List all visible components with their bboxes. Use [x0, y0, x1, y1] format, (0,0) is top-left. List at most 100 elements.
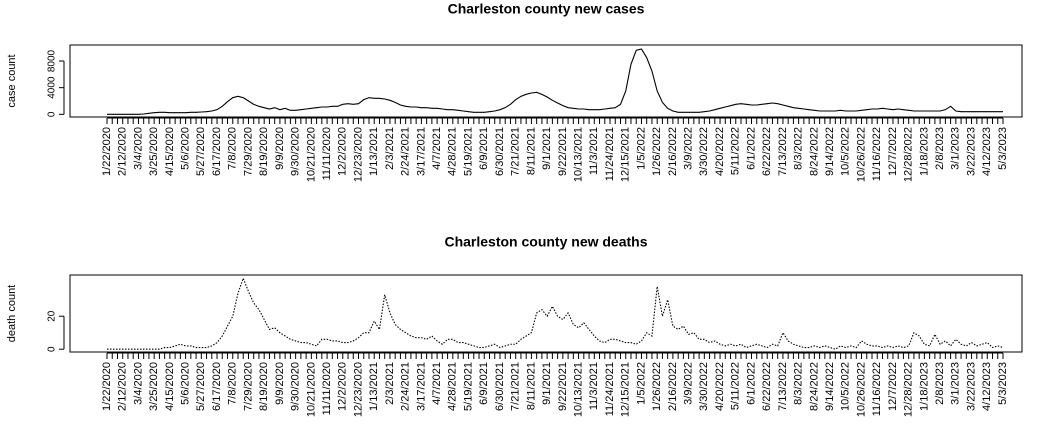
x-tick-label: 10/5/2022 [840, 362, 852, 411]
x-tick-label: 12/23/2020 [352, 127, 364, 182]
x-tick-label: 4/12/2023 [981, 127, 993, 176]
x-tick-label: 1/18/2023 [918, 127, 930, 176]
x-tick-label: 11/3/2021 [588, 362, 600, 410]
x-tick-label: 6/1/2022 [745, 362, 757, 405]
x-tick-label: 5/11/2022 [730, 127, 742, 175]
x-tick-label: 10/21/2020 [305, 362, 317, 417]
x-tick-label: 3/4/2020 [132, 362, 144, 405]
data-line [107, 276, 1004, 350]
x-tick-label: 8/24/2022 [808, 127, 820, 176]
x-tick-label: 10/21/2020 [305, 127, 317, 182]
y-axis-label: case count [6, 54, 18, 107]
x-tick-label: 7/8/2020 [227, 127, 239, 170]
x-tick-label: 10/26/2022 [855, 127, 867, 182]
x-tick-label: 12/28/2022 [903, 127, 915, 182]
x-tick-label: 6/22/2022 [761, 127, 773, 176]
x-tick-label: 4/20/2022 [714, 127, 726, 176]
x-tick-label: 8/11/2021 [525, 362, 537, 410]
x-tick-label: 8/19/2020 [258, 127, 270, 176]
x-tick-label: 7/13/2022 [777, 362, 789, 411]
x-tick-label: 9/14/2022 [824, 362, 836, 411]
x-tick-label: 3/1/2023 [950, 127, 962, 170]
x-tick-label: 4/15/2020 [164, 127, 176, 176]
x-tick-label: 5/11/2022 [730, 362, 742, 410]
x-tick-label: 3/9/2022 [683, 127, 695, 170]
x-tick-label: 5/3/2023 [997, 362, 1009, 405]
x-tick-label: 4/28/2021 [447, 362, 459, 411]
x-tick-label: 5/3/2023 [997, 127, 1009, 170]
x-tick-label: 1/22/2020 [101, 362, 113, 411]
x-tick-label: 12/7/2022 [887, 362, 899, 411]
x-tick-label: 7/8/2020 [227, 362, 239, 405]
data-line [107, 48, 1003, 115]
x-tick-label: 3/4/2020 [132, 127, 144, 170]
x-tick-label: 4/28/2021 [447, 127, 459, 176]
x-tick-label: 5/6/2020 [180, 362, 192, 405]
x-tick-label: 9/9/2020 [274, 362, 286, 405]
x-tick-label: 2/16/2022 [667, 127, 679, 176]
x-tick-label: 9/30/2020 [290, 127, 302, 176]
x-tick-label: 5/6/2020 [180, 127, 192, 170]
x-tick-label: 1/5/2022 [635, 362, 647, 405]
x-tick-label: 2/12/2020 [117, 362, 129, 411]
y-tick-label: 0 [47, 111, 58, 117]
x-tick-label: 6/1/2022 [745, 127, 757, 170]
x-tick-label: 1/22/2020 [101, 127, 113, 176]
x-tick-label: 12/7/2022 [887, 127, 899, 176]
x-tick-label: 6/9/2021 [478, 127, 490, 170]
x-tick-label: 10/5/2022 [840, 127, 852, 176]
x-tick-label: 11/16/2022 [871, 362, 883, 416]
x-tick-label: 9/30/2020 [290, 362, 302, 411]
x-tick-label: 9/14/2022 [824, 127, 836, 176]
x-tick-label: 12/2/2020 [337, 127, 349, 176]
x-tick-label: 4/7/2021 [431, 362, 443, 405]
x-tick-label: 9/22/2021 [557, 362, 569, 411]
y-axis-label: death count [6, 285, 18, 343]
x-tick-label: 6/22/2022 [761, 362, 773, 411]
x-tick-label: 2/3/2021 [384, 127, 396, 170]
x-tick-label: 1/18/2023 [918, 362, 930, 411]
x-tick-label: 8/19/2020 [258, 362, 270, 411]
chart-title: Charleston county new cases [448, 1, 645, 17]
x-tick-label: 7/29/2020 [242, 362, 254, 411]
x-tick-label: 5/27/2020 [195, 127, 207, 176]
x-tick-label: 10/26/2022 [855, 362, 867, 417]
x-tick-label: 3/30/2022 [698, 362, 710, 411]
x-tick-label: 1/13/2021 [368, 127, 380, 176]
x-tick-label: 11/24/2021 [604, 127, 616, 181]
x-tick-label: 9/22/2021 [557, 127, 569, 176]
x-tick-label: 7/13/2022 [777, 127, 789, 176]
x-tick-label: 3/30/2022 [698, 127, 710, 176]
x-tick-label: 8/11/2021 [525, 127, 537, 175]
x-tick-label: 11/16/2022 [871, 127, 883, 181]
x-tick-label: 9/1/2021 [541, 127, 553, 170]
x-tick-label: 10/13/2021 [572, 362, 584, 417]
x-tick-label: 4/20/2022 [714, 362, 726, 411]
x-tick-label: 5/19/2021 [462, 127, 474, 176]
x-tick-label: 6/17/2020 [211, 127, 223, 176]
x-tick-label: 6/17/2020 [211, 362, 223, 411]
x-tick-label: 5/27/2020 [195, 362, 207, 411]
y-tick-label: 20 [47, 310, 58, 322]
x-tick-label: 2/8/2023 [934, 362, 946, 405]
x-tick-label: 9/1/2021 [541, 362, 553, 405]
x-tick-label: 5/19/2021 [462, 362, 474, 411]
x-tick-label: 8/3/2022 [793, 362, 805, 405]
x-tick-label: 1/13/2021 [368, 362, 380, 411]
x-tick-label: 2/8/2023 [934, 127, 946, 170]
x-tick-label: 4/7/2021 [431, 127, 443, 170]
x-tick-label: 11/3/2021 [588, 127, 600, 175]
x-tick-label: 7/21/2021 [510, 362, 522, 411]
x-tick-label: 3/9/2022 [683, 362, 695, 405]
x-tick-label: 11/24/2021 [604, 362, 616, 416]
x-tick-label: 8/3/2022 [793, 127, 805, 170]
x-tick-label: 4/12/2023 [981, 362, 993, 411]
x-tick-label: 3/22/2023 [965, 362, 977, 411]
x-tick-label: 3/25/2020 [148, 127, 160, 176]
x-tick-label: 12/23/2020 [352, 362, 364, 417]
x-tick-label: 12/28/2022 [903, 362, 915, 417]
x-tick-label: 6/30/2021 [494, 362, 506, 411]
x-tick-label: 6/30/2021 [494, 127, 506, 176]
